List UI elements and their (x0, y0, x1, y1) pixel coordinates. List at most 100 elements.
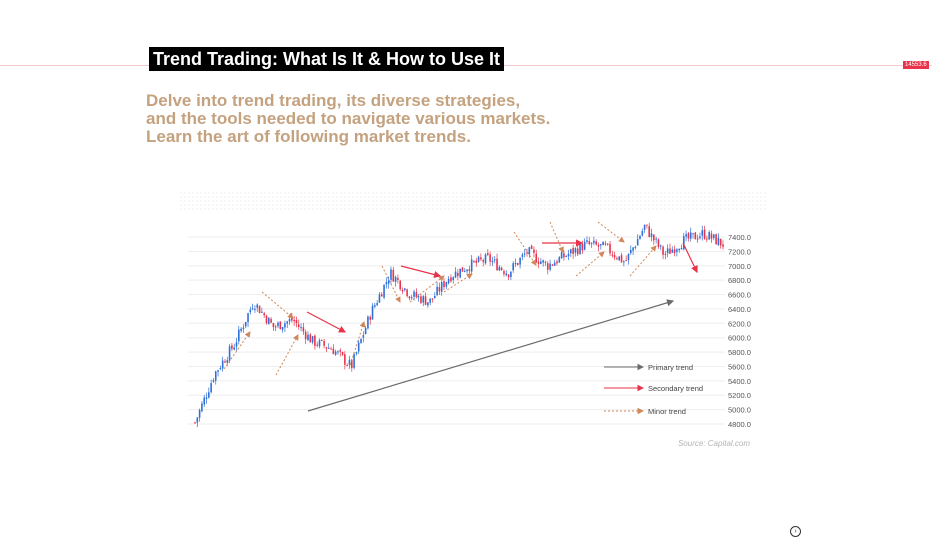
candle-body (669, 248, 671, 254)
candle-body (712, 234, 715, 238)
candle-body (337, 351, 339, 353)
candle-body (394, 277, 397, 282)
candle-body (696, 238, 699, 240)
candle-body (224, 361, 226, 363)
candle-body (659, 245, 662, 247)
candle-body (321, 339, 323, 341)
candle-body (406, 289, 408, 297)
y-tick-label: 5600.0 (728, 362, 751, 371)
candle-body (653, 234, 655, 241)
candle-body (493, 259, 496, 261)
candle-body (579, 243, 581, 255)
candle-body (618, 256, 621, 261)
candle-body (533, 249, 535, 253)
candle-body (288, 319, 291, 322)
candle-body (231, 345, 233, 349)
candle-body (563, 253, 565, 258)
candle-body (634, 246, 637, 248)
candle-body (722, 244, 724, 247)
candle-body (519, 257, 521, 265)
candle-body (279, 321, 282, 330)
candle-body (590, 242, 593, 244)
y-tick-label: 6800.0 (728, 276, 751, 285)
candle-body (466, 269, 468, 272)
y-tick-label: 7400.0 (728, 233, 751, 242)
candle-body (570, 249, 572, 254)
minor-trend-arrow (629, 245, 657, 277)
candle-body (360, 338, 362, 344)
candle-body (263, 313, 265, 316)
candle-body (445, 282, 448, 287)
candle-body (401, 289, 404, 292)
candle-body (646, 224, 648, 226)
candle-body (567, 253, 570, 257)
candle-body (348, 359, 351, 365)
legend-label: Primary trend (648, 363, 693, 372)
candle-body (461, 267, 464, 272)
candle-body (560, 252, 563, 259)
candle-body (346, 365, 348, 367)
candle-body (468, 269, 471, 271)
secondary-trend-arrow (306, 311, 347, 333)
candle-body (226, 360, 229, 363)
y-tick-label: 5000.0 (728, 406, 751, 415)
candle-body (309, 334, 312, 343)
candle-body (217, 370, 219, 372)
candle-body (583, 241, 586, 250)
candle-body (540, 261, 542, 264)
candle-body (694, 232, 697, 240)
candle-body (194, 422, 196, 424)
candle-body (475, 260, 478, 263)
candle-body (595, 241, 597, 245)
candle-body (526, 252, 528, 254)
candle-body (300, 327, 302, 329)
candle-body (247, 313, 249, 323)
candle-body (399, 280, 402, 290)
candle-body (680, 247, 683, 250)
candle-body (291, 317, 293, 321)
minor-trend-arrow (261, 291, 294, 319)
candle-body (311, 336, 314, 343)
candle-body (708, 232, 710, 240)
candle-body (627, 253, 630, 261)
candle-body (364, 327, 367, 335)
candle-body (487, 253, 489, 255)
candle-body (355, 352, 358, 354)
candle-body (523, 253, 526, 255)
primary-trend-arrow (307, 299, 675, 412)
candle-body (332, 348, 335, 355)
candle-body (643, 224, 646, 230)
candle-body (390, 269, 392, 280)
candle-body (385, 282, 388, 285)
chart-top-pattern (180, 192, 766, 212)
y-tick-label: 6600.0 (728, 291, 751, 300)
candle-body (537, 261, 540, 264)
candle-body (477, 256, 480, 262)
candle-body (330, 348, 332, 350)
candle-body (371, 305, 374, 320)
candle-body (549, 263, 551, 270)
candle-body (408, 296, 411, 299)
page-title: Trend Trading: What Is It & How to Use I… (149, 47, 505, 71)
candle-body (664, 253, 667, 255)
candle-body (558, 257, 561, 263)
secondary-trend-arrow (400, 265, 442, 278)
candle-body (267, 317, 270, 325)
candle-body (261, 311, 263, 313)
candle-body (242, 327, 245, 330)
candle-body (353, 353, 355, 368)
candle-body (662, 246, 664, 255)
minor-trend-arrow (275, 334, 299, 376)
candle-body (717, 237, 720, 246)
candle-body (440, 282, 443, 292)
candle-body (383, 284, 385, 298)
intro-line: Delve into trend trading, its diverse st… (146, 91, 521, 110)
candle-body (265, 315, 268, 324)
candle-body (715, 234, 717, 245)
candle-body (339, 350, 342, 352)
candle-body (463, 271, 466, 273)
candle-body (678, 248, 680, 251)
candle-body (512, 263, 514, 271)
candle-body (650, 233, 653, 237)
scroll-arrow-icon[interactable]: › (790, 526, 801, 537)
